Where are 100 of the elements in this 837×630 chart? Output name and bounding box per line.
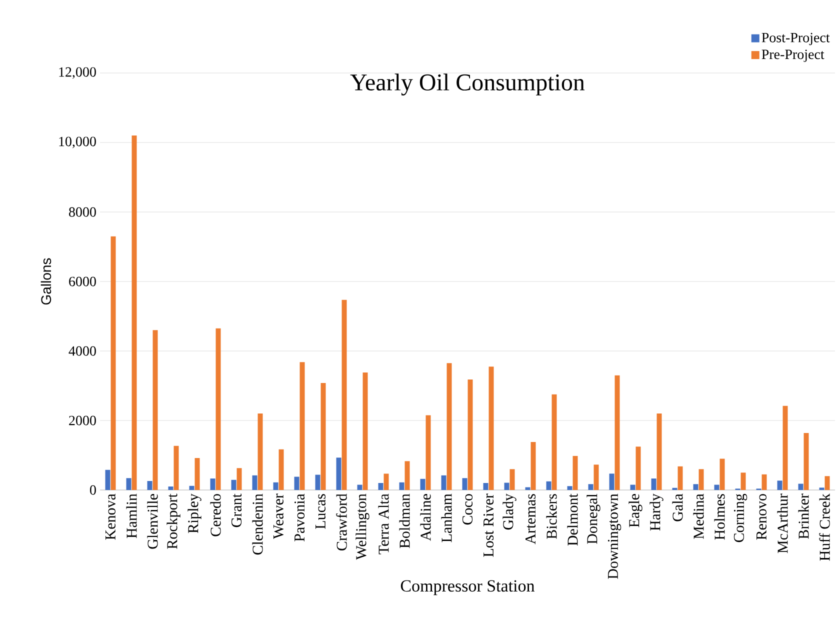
bar (252, 475, 258, 490)
legend-label: Post-Project (762, 32, 830, 46)
x-tick-label: McArthur (777, 494, 788, 554)
bar (278, 449, 284, 490)
bar (594, 464, 599, 490)
x-tick-label: Hamlin (126, 494, 137, 538)
x-tick-label: Hardy (650, 494, 664, 531)
bar (273, 482, 278, 490)
x-tick-label: Medina (693, 494, 704, 539)
bar (189, 486, 194, 490)
x-axis-title: Compressor Station (400, 580, 535, 596)
x-tick-label: Rockport (166, 494, 180, 549)
bar (315, 474, 320, 490)
bar (525, 487, 530, 490)
bar (446, 363, 452, 490)
x-tick-label: Brinker (798, 494, 809, 539)
y-axis-title: Gallons (40, 258, 52, 305)
x-tick-label: Glenville (147, 494, 158, 549)
legend-label: Pre-Project (762, 50, 824, 62)
bar (420, 478, 426, 490)
x-tick-label: Adaline (420, 494, 431, 541)
bar (231, 480, 236, 490)
bar (426, 415, 431, 490)
bar (320, 382, 326, 490)
bar (678, 466, 683, 490)
bar (488, 366, 494, 490)
bar (552, 394, 557, 490)
bar (762, 474, 767, 490)
x-tick-label: Weaver (273, 494, 284, 539)
bar (824, 476, 830, 490)
bar (194, 458, 200, 490)
x-tick-label: Crawford (336, 494, 347, 550)
bar (530, 442, 536, 490)
bar (468, 379, 473, 490)
x-tick-label: Donegal (586, 494, 600, 544)
x-tick-label: Grant (231, 494, 242, 528)
x-tick-label: Renovo (756, 494, 766, 540)
bar (546, 481, 552, 490)
bar (720, 458, 725, 490)
x-tick-label: Artemas (525, 494, 536, 544)
bar (147, 480, 152, 490)
bar (609, 474, 614, 490)
y-tick-label: 2000 (69, 416, 96, 426)
x-tick-label: Ceredo (210, 494, 221, 536)
bar (300, 362, 305, 490)
x-tick-label: Eagle (628, 494, 642, 528)
bar (110, 236, 116, 490)
bar (693, 484, 698, 490)
bar (357, 484, 362, 490)
bar (504, 482, 510, 490)
bar (399, 482, 404, 490)
bar (740, 472, 746, 490)
bar (510, 469, 515, 490)
bar (236, 468, 242, 490)
x-tick-label: Glady (502, 494, 516, 530)
x-tick-label: Coco (462, 494, 473, 525)
bar (126, 478, 132, 490)
bar (651, 478, 656, 490)
bar (132, 136, 137, 490)
bar (378, 483, 384, 490)
bar (462, 478, 468, 490)
x-tick-label: Wellington (356, 494, 370, 560)
x-tick-label: Terra Alta (378, 494, 389, 554)
x-tick-label: Downingtown (608, 494, 622, 579)
bar (630, 484, 636, 490)
bar (567, 486, 572, 490)
y-tick-label: 6000 (69, 276, 96, 286)
bar (777, 480, 782, 490)
x-tick-label: Holmes (714, 494, 725, 540)
bar (804, 433, 809, 490)
bar (614, 375, 620, 490)
bar (294, 476, 300, 490)
bar (216, 328, 221, 490)
y-tick-label: 0 (90, 485, 96, 495)
chart-title: Yearly Oil Consumption (350, 74, 585, 96)
bar (483, 483, 488, 490)
x-tick-label: Gala (672, 494, 683, 522)
y-tick-label: 8000 (69, 207, 96, 217)
x-tick-label: Huff Creek (819, 494, 830, 561)
bar (210, 478, 216, 490)
x-tick-label: Lanham (441, 494, 452, 542)
bar (441, 475, 446, 490)
bar (336, 458, 342, 490)
y-tick-label: 10,000 (59, 136, 96, 148)
x-tick-label: Kenova (106, 494, 116, 540)
x-tick-label: Ripley (188, 494, 202, 534)
bar (636, 446, 641, 490)
x-tick-label: Lost River (483, 494, 494, 557)
bar (798, 484, 804, 490)
bar (656, 414, 662, 490)
bar (105, 470, 110, 490)
bar (588, 484, 594, 490)
x-tick-label: Lucas (316, 494, 326, 529)
bar (782, 406, 788, 490)
y-tick-label: 4000 (68, 346, 96, 356)
bar (174, 446, 179, 490)
bar (342, 300, 347, 490)
bar (404, 461, 410, 490)
bar (168, 486, 174, 490)
bar (572, 456, 578, 490)
